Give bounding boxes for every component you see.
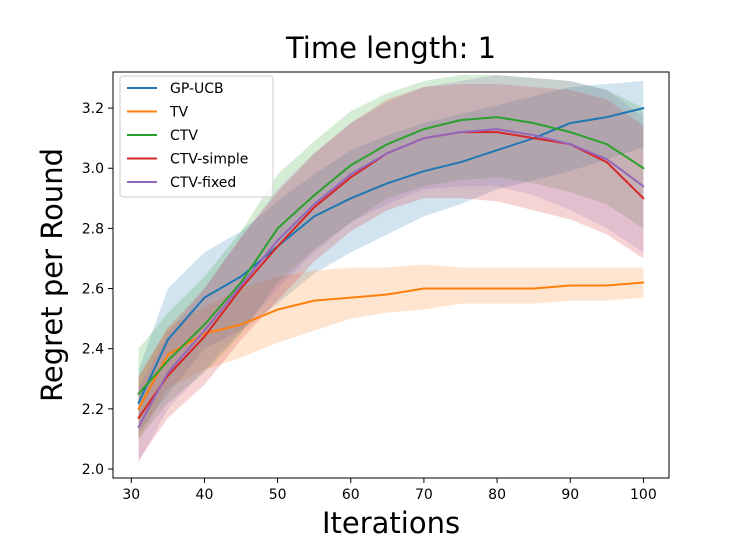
band-ctv-fixed <box>138 75 644 463</box>
legend-label-ctv-fixed: CTV-fixed <box>170 175 236 191</box>
x-axis-title: Iterations <box>322 506 460 540</box>
band-tv <box>138 264 644 439</box>
line-tv <box>137 281 645 410</box>
legend-label-ctv-simple: CTV-simple <box>170 152 248 168</box>
x-tick-label: 80 <box>488 487 506 503</box>
legend-label-ctv: CTV <box>170 128 198 144</box>
legend: GP-UCB TV CTV CTV-simple CTV-fixed <box>119 75 274 198</box>
legend-box <box>119 75 274 198</box>
x-tick-label: 100 <box>630 487 657 503</box>
x-tick-label: 30 <box>122 487 140 503</box>
chart-title: Time length: 1 <box>285 31 496 65</box>
line-ctv <box>137 116 645 395</box>
x-tick-label: 70 <box>415 487 433 503</box>
band-gp-ucb <box>138 81 644 433</box>
y-tick-label: 3.2 <box>82 101 104 117</box>
y-axis-ticks: 2.0 2.2 2.4 2.6 2.8 3.0 3.2 <box>82 101 113 478</box>
legend-label-gp-ucb: GP-UCB <box>170 81 224 97</box>
x-tick-label: 90 <box>561 487 579 503</box>
y-tick-label: 2.8 <box>82 221 104 237</box>
series-lines <box>137 107 645 428</box>
line-ctv-fixed <box>137 128 645 428</box>
plot-frame <box>112 71 670 479</box>
band-ctv <box>138 75 644 439</box>
y-tick-label: 2.2 <box>82 402 104 418</box>
y-tick-label: 2.6 <box>82 282 104 298</box>
y-axis-title: Regret per Round <box>35 148 69 402</box>
confidence-bands <box>138 75 644 463</box>
y-tick-label: 2.4 <box>82 342 104 358</box>
y-tick-label: 2.0 <box>82 462 104 478</box>
band-ctv-simple <box>138 84 644 460</box>
legend-label-tv: TV <box>169 105 189 121</box>
x-tick-label: 60 <box>342 487 360 503</box>
y-tick-label: 3.0 <box>82 161 104 177</box>
x-tick-label: 50 <box>269 487 287 503</box>
x-axis-ticks: 30 40 50 60 70 80 90 100 <box>122 478 657 503</box>
x-tick-label: 40 <box>196 487 214 503</box>
